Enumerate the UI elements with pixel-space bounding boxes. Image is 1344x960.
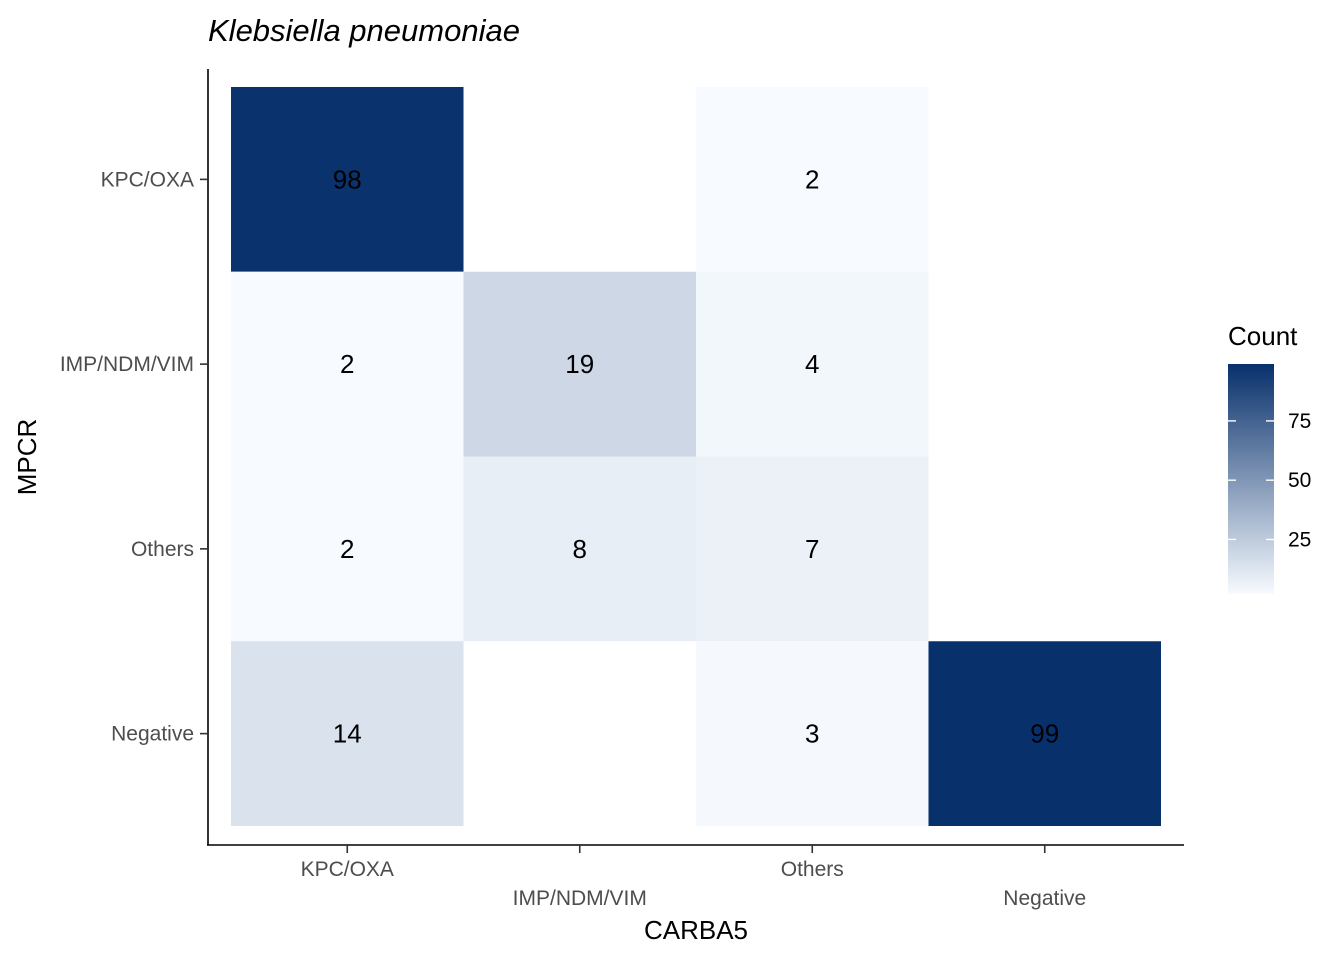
y-axis-ticks: KPC/OXA IMP/NDM/VIM Others Negative (60, 168, 208, 746)
cell-labels: 98 2 2 19 4 2 8 7 14 3 99 (333, 164, 1059, 748)
y-tick-label-imp-ndm-vim: IMP/NDM/VIM (60, 353, 194, 376)
cell-label-kpc-oxa-kpc-oxa: 98 (333, 164, 362, 194)
heatmap-cell-negative-kpc-oxa (231, 641, 464, 826)
y-tick-label-kpc-oxa: KPC/OXA (101, 168, 194, 191)
chart-title: Klebsiella pneumoniae (208, 13, 520, 48)
y-tick-label-others: Others (131, 538, 194, 561)
cell-label-kpc-oxa-others: 2 (805, 164, 819, 194)
y-axis-title: MPCR (12, 419, 42, 496)
legend-tick-label-50: 50 (1288, 469, 1311, 492)
x-axis-title: CARBA5 (644, 915, 748, 945)
cell-label-negative-others: 3 (805, 719, 819, 749)
cell-label-others-kpc-oxa: 2 (340, 534, 354, 564)
cell-label-imp-ndm-vim-imp-ndm-vim: 19 (565, 349, 594, 379)
x-axis-ticks: KPC/OXA IMP/NDM/VIM Others Negative (301, 845, 1086, 910)
heatmap-cell-imp-ndm-vim-kpc-oxa (231, 271, 464, 457)
heatmap-cell-others-imp-ndm-vim (463, 456, 696, 642)
heatmap-cell-kpc-oxa-others (696, 87, 929, 272)
legend-tick-label-25: 25 (1288, 528, 1311, 551)
heatmap-cell-others-others (696, 456, 929, 642)
heatmap-cell-negative-others (696, 641, 929, 826)
legend-colorbar (1228, 364, 1274, 594)
legend-tick-label-75: 75 (1288, 410, 1311, 433)
y-tick-label-negative: Negative (111, 723, 194, 746)
heatmap-cell-negative-negative (928, 641, 1161, 826)
cell-label-imp-ndm-vim-others: 4 (805, 349, 819, 379)
cell-label-negative-kpc-oxa: 14 (333, 719, 362, 749)
cell-label-others-others: 7 (805, 534, 819, 564)
heatmap-cell-kpc-oxa-kpc-oxa (231, 87, 464, 272)
heatmap-cell-imp-ndm-vim-others (696, 271, 929, 457)
x-tick-label-others: Others (781, 858, 844, 881)
heatmap-cells (231, 87, 1161, 826)
legend: Count 25 50 75 (1228, 321, 1311, 594)
cell-label-imp-ndm-vim-kpc-oxa: 2 (340, 349, 354, 379)
x-tick-label-kpc-oxa: KPC/OXA (301, 858, 394, 881)
cell-label-others-imp-ndm-vim: 8 (573, 534, 587, 564)
cell-label-negative-negative: 99 (1030, 719, 1059, 749)
x-tick-label-imp-ndm-vim: IMP/NDM/VIM (513, 887, 647, 910)
heatmap-cell-imp-ndm-vim-imp-ndm-vim (463, 271, 696, 457)
legend-title: Count (1228, 321, 1298, 351)
legend-ticks: 25 50 75 (1228, 410, 1311, 551)
x-tick-label-negative: Negative (1003, 887, 1086, 910)
heatmap-cell-others-kpc-oxa (231, 456, 464, 642)
